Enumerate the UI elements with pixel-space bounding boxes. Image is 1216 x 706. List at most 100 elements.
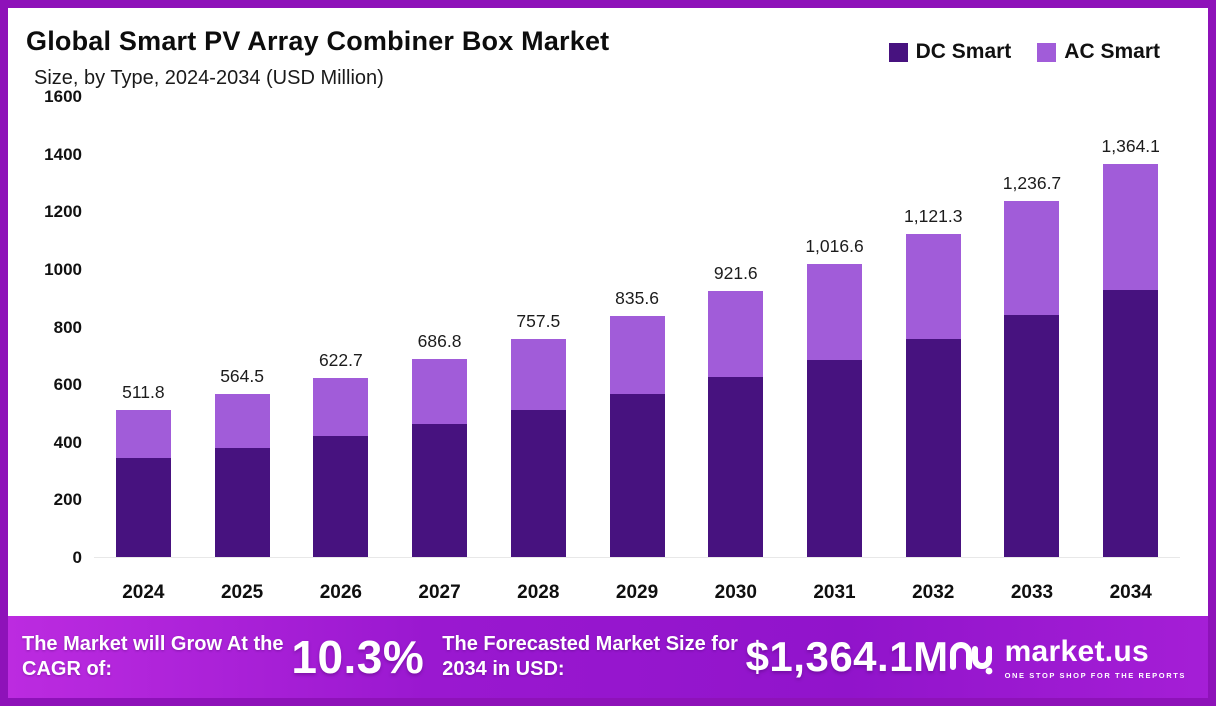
- x-tick-label-2024: 2024: [122, 582, 165, 603]
- x-tick-label-2032: 2032: [912, 582, 955, 603]
- bar-segment-ac-smart: [1004, 200, 1060, 315]
- y-tick-label: 200: [53, 490, 82, 510]
- bar-segment-ac-smart: [1103, 163, 1159, 291]
- stacked-bar: [412, 359, 468, 557]
- bar-segment-ac-smart: [905, 233, 961, 340]
- stacked-bar: [905, 233, 961, 557]
- ac-smart-swatch-icon: [1037, 42, 1057, 62]
- bar-segment-dc-smart: [905, 339, 961, 557]
- y-tick-label: 0: [72, 548, 82, 567]
- bar-total-label: 686.8: [417, 331, 462, 352]
- forecast-value: $1,364.1M: [745, 633, 949, 680]
- x-tick-label-2026: 2026: [319, 582, 362, 603]
- x-tick-label-2025: 2025: [220, 582, 264, 603]
- stacked-bar: [313, 377, 369, 557]
- brand-name: market.us: [1004, 634, 1150, 668]
- bar-segment-ac-smart: [214, 394, 270, 448]
- bar-segment-ac-smart: [412, 359, 468, 425]
- stacked-bar: [214, 394, 270, 557]
- bar-total-label: 921.6: [713, 263, 758, 284]
- bar-segment-ac-smart: [115, 409, 171, 458]
- y-tick-label: 1200: [44, 202, 82, 222]
- bar-total-label: 1,016.6: [805, 236, 864, 257]
- bar-column-2030: 921.6: [686, 96, 785, 557]
- bar-total-label: 564.5: [220, 366, 264, 387]
- legend-item-ac-smart: AC Smart: [1037, 40, 1160, 64]
- bar-segment-dc-smart: [807, 359, 862, 557]
- cagr-value: 10.3%: [291, 631, 425, 683]
- stacked-bar: [115, 409, 171, 557]
- bar-segment-dc-smart: [510, 410, 566, 557]
- bar-segment-dc-smart: [1004, 314, 1060, 557]
- chart-header: Global Smart PV Array Combiner Box Marke…: [8, 8, 1208, 90]
- bar-column-2031: 1,016.6: [785, 96, 884, 557]
- x-tick-label-2034: 2034: [1109, 582, 1152, 603]
- bar-segment-ac-smart: [708, 291, 764, 377]
- bar-total-label: 835.6: [615, 288, 659, 309]
- bar-column-2026: 622.7: [291, 96, 390, 557]
- y-axis: 0 200 400 600 800 1000 1200 1400 1600: [24, 87, 86, 567]
- bar-column-2024: 511.8: [94, 96, 193, 557]
- stacked-bar: [807, 264, 862, 557]
- bar-segment-ac-smart: [609, 316, 665, 395]
- legend-label-dc-smart: DC Smart: [915, 40, 1012, 63]
- bar-total-label: 1,364.1: [1101, 135, 1160, 156]
- x-tick-label-2027: 2027: [418, 582, 461, 603]
- stacked-bar: [1103, 163, 1159, 557]
- y-tick-label: 800: [53, 317, 82, 337]
- brand-tagline: ONE STOP SHOP FOR THE REPORTS: [1004, 670, 1186, 680]
- chart-panel: Global Smart PV Array Combiner Box Marke…: [8, 8, 1208, 616]
- bar-total-label: 757.5: [516, 310, 561, 331]
- bar-segment-dc-smart: [412, 424, 468, 557]
- bar-segment-dc-smart: [214, 447, 270, 557]
- bar-column-2034: 1,364.1: [1081, 96, 1180, 557]
- x-tick-label-2029: 2029: [615, 582, 659, 603]
- y-tick-label: 1000: [44, 259, 82, 279]
- y-tick-label: 600: [53, 375, 82, 395]
- bar-column-2028: 757.5: [489, 96, 588, 557]
- bar-total-label: 622.7: [318, 349, 363, 370]
- y-tick-label: 1600: [44, 87, 82, 106]
- bar-column-2025: 564.5: [193, 96, 292, 557]
- stacked-bar: [1004, 200, 1060, 557]
- bar-total-label: 1,121.3: [904, 205, 963, 226]
- y-tick-label: 400: [53, 432, 82, 452]
- legend-item-dc-smart: DC Smart: [888, 40, 1012, 64]
- stacked-bar: [510, 338, 566, 557]
- bar-segment-dc-smart: [609, 394, 665, 557]
- legend-label-ac-smart: AC Smart: [1064, 40, 1160, 63]
- forecast-label: The Forecasted Market Size for 2034 in U…: [442, 633, 738, 680]
- cagr-label: The Market will Grow At the CAGR of:: [22, 633, 284, 680]
- x-tick-label-2030: 2030: [714, 582, 757, 603]
- chart-area: 0 200 400 600 800 1000 1200 1400 1600 511.8 564.5…: [8, 87, 1208, 616]
- chart-title: Global Smart PV Array Combiner Box Marke…: [26, 26, 610, 56]
- brand-lockup: market.us ONE STOP SHOP FOR THE REPORTS: [949, 635, 1192, 680]
- x-tick-label-2028: 2028: [517, 582, 560, 603]
- bar-segment-dc-smart: [708, 376, 764, 557]
- bar-segment-dc-smart: [115, 457, 171, 557]
- stacked-bar: [708, 291, 764, 557]
- bar-segment-ac-smart: [313, 377, 369, 436]
- chart-legend: DC Smart AC Smart: [888, 40, 1160, 64]
- plot-area: 511.8 564.5 622.7 686.8 757.5 835.6 921.6 1,016…: [94, 96, 1180, 558]
- bar-column-2033: 1,236.7: [983, 96, 1082, 557]
- bar-column-2029: 835.6: [588, 96, 687, 557]
- bar-column-2032: 1,121.3: [884, 96, 983, 557]
- dc-smart-swatch-icon: [888, 42, 908, 62]
- footer-banner: The Market will Grow At the CAGR of: 10.…: [8, 616, 1208, 698]
- x-tick-label-2031: 2031: [813, 582, 856, 603]
- bar-segment-ac-smart: [807, 264, 862, 360]
- x-tick-label-2033: 2033: [1010, 582, 1054, 603]
- chart-subtitle: Size, by Type, 2024-2034 (USD Million): [34, 67, 384, 89]
- bar-total-label: 1,236.7: [1002, 172, 1062, 193]
- bar-segment-ac-smart: [510, 338, 566, 411]
- bar-segment-dc-smart: [1103, 290, 1159, 557]
- bar-segment-dc-smart: [313, 436, 369, 557]
- bar-total-label: 511.8: [122, 381, 165, 402]
- bar-column-2027: 686.8: [390, 96, 489, 557]
- x-axis: 2024 2025 2026 2027 2028 2029 2030 2031 2032 2033…: [94, 582, 1180, 604]
- y-tick-label: 1400: [44, 144, 82, 164]
- stacked-bar: [609, 316, 665, 557]
- market-us-logo-icon: [949, 637, 995, 677]
